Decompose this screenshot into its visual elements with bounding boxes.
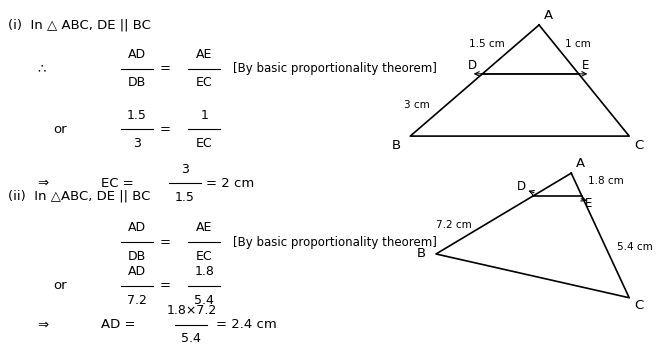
Text: 1.5: 1.5 [127,109,147,121]
Text: ⇒: ⇒ [37,177,48,190]
Text: E: E [585,197,593,211]
Text: 1 cm: 1 cm [566,39,591,49]
Text: 5.4 cm: 5.4 cm [617,242,653,252]
Text: = 2 cm: = 2 cm [206,177,254,190]
Text: B: B [417,247,426,260]
Text: DB: DB [127,77,146,89]
Text: C: C [634,140,644,152]
Text: 7.2 cm: 7.2 cm [436,220,472,230]
Text: or: or [53,123,67,136]
Text: 3: 3 [181,163,189,175]
Text: 1.5 cm: 1.5 cm [469,39,504,49]
Text: B: B [391,140,401,152]
Text: 7.2: 7.2 [127,294,147,307]
Text: EC: EC [196,137,213,150]
Text: 1: 1 [200,109,208,121]
Text: D: D [468,59,477,72]
Text: ⇒: ⇒ [37,318,48,331]
Text: C: C [634,299,644,313]
Text: [By basic proportionality theorem]: [By basic proportionality theorem] [233,236,437,249]
Text: AD: AD [127,221,146,235]
Text: or: or [53,279,67,292]
Text: 3 cm: 3 cm [405,100,430,110]
Text: =: = [159,62,170,75]
Text: A: A [576,157,585,170]
Text: ∴: ∴ [37,62,45,75]
Text: EC =: EC = [101,177,134,190]
Text: EC: EC [196,77,213,89]
Text: AE: AE [196,48,213,61]
Text: 1.8: 1.8 [194,265,214,278]
Text: AE: AE [196,221,213,235]
Text: AD =: AD = [101,318,136,331]
Text: A: A [544,9,553,22]
Text: (ii)  In △ABC, DE || BC: (ii) In △ABC, DE || BC [8,190,150,203]
Text: 3: 3 [133,137,141,150]
Text: [By basic proportionality theorem]: [By basic proportionality theorem] [233,62,437,75]
Text: 1.5: 1.5 [175,191,195,204]
Text: (i)  In △ ABC, DE || BC: (i) In △ ABC, DE || BC [8,18,150,31]
Text: D: D [517,180,525,193]
Text: 5.4: 5.4 [194,294,214,307]
Text: 5.4: 5.4 [182,332,201,346]
Text: EC: EC [196,250,213,263]
Text: = 2.4 cm: = 2.4 cm [216,318,277,331]
Text: DB: DB [127,250,146,263]
Text: =: = [159,236,170,249]
Text: E: E [582,59,589,72]
Text: AD: AD [127,48,146,61]
Text: 1.8 cm: 1.8 cm [588,176,624,186]
Text: AD: AD [127,265,146,278]
Text: =: = [159,123,170,136]
Text: =: = [159,279,170,292]
Text: 1.8×7.2: 1.8×7.2 [166,304,216,317]
